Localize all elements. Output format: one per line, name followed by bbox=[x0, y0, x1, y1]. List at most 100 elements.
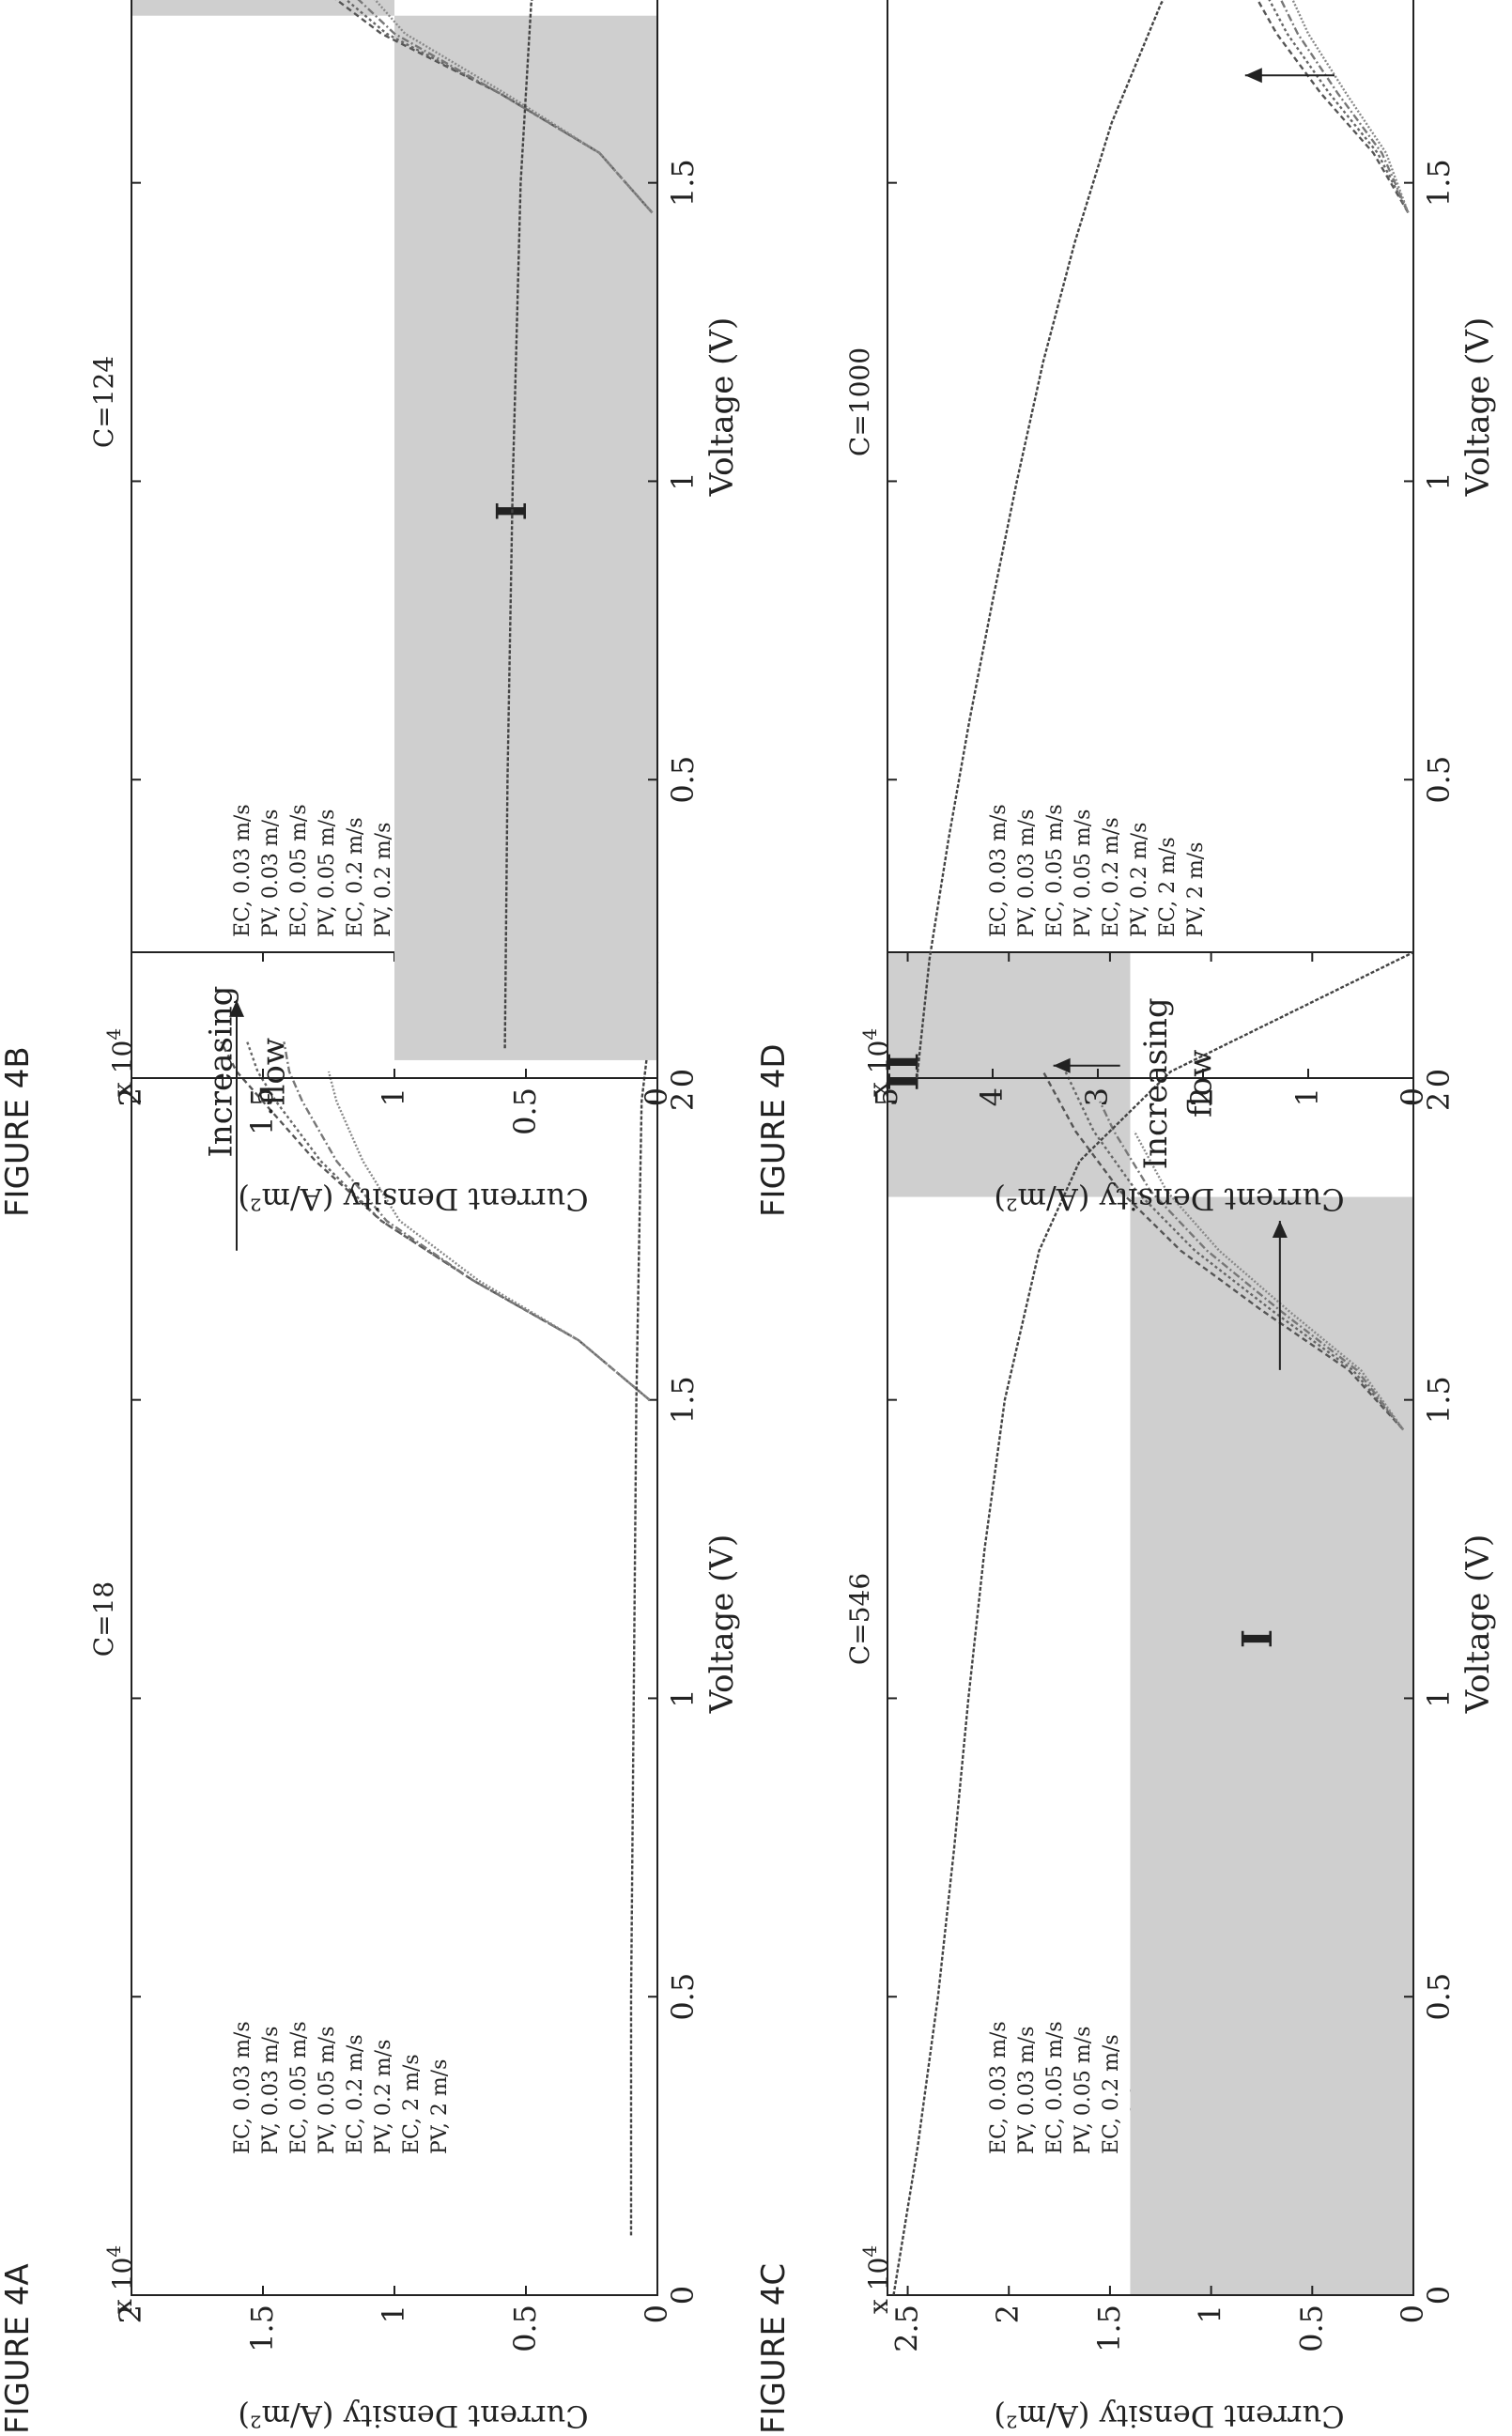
legend-entry-pv-003: PV, 0.03 m/s bbox=[1015, 809, 1039, 937]
legend-entry-pv-02: PV, 0.2 m/s bbox=[372, 2040, 395, 2154]
plot-frame bbox=[887, 951, 1414, 2296]
annotation-label: flow bbox=[1182, 1050, 1220, 1118]
arrow-head bbox=[1244, 68, 1262, 84]
legend-entry-ec-02: EC, 0.2 m/s bbox=[1100, 2034, 1123, 2154]
figure-4a-panel: FIGURE 4A C=18 Voltage (V) Current Densi… bbox=[0, 951, 741, 2434]
figure-4c-label: FIGURE 4C bbox=[755, 2263, 793, 2434]
x-tick-label: 0.5 bbox=[665, 1973, 701, 2021]
x-tick-label: 0 bbox=[665, 2286, 701, 2305]
legend-entry-ec-003: EC, 0.03 m/s bbox=[231, 2021, 255, 2154]
series-line-5 bbox=[916, 0, 1414, 1079]
arrow-head bbox=[1053, 1057, 1071, 1073]
figure-4a-label: FIGURE 4A bbox=[0, 2263, 37, 2434]
series-line-5 bbox=[892, 950, 1414, 2296]
legend-entry-pv-005: PV, 0.05 m/s bbox=[1072, 2027, 1095, 2154]
annotation-label: flow bbox=[255, 1038, 292, 1105]
y-tick-label: 3 bbox=[1079, 1087, 1115, 1106]
figure-4c-xlabel: Voltage (V) bbox=[1459, 1534, 1497, 1715]
legend-entry-pv-005: PV, 0.05 m/s bbox=[316, 2027, 339, 2154]
shaded-region-2 bbox=[887, 951, 1131, 1197]
figure-4b-title: C=124 bbox=[88, 356, 119, 448]
series-line-5 bbox=[503, 0, 658, 1049]
legend-entry-pv-2: PV, 2 m/s bbox=[428, 2059, 452, 2154]
series-line-4 bbox=[1245, 0, 1410, 213]
x-tick-label: 2 bbox=[665, 1092, 701, 1111]
series-line-1 bbox=[1196, 0, 1410, 214]
legend-entry-ec-02: EC, 0.2 m/s bbox=[344, 817, 367, 937]
arrow-head bbox=[229, 999, 244, 1017]
figure-4d-legend: EC, 0.03 m/s PV, 0.03 m/s EC, 0.05 m/s P… bbox=[987, 804, 1208, 937]
x-tick-label: 1 bbox=[1421, 471, 1457, 490]
annotation-label: Increasing bbox=[202, 986, 239, 1158]
legend-entry-pv-005: PV, 0.05 m/s bbox=[316, 809, 339, 937]
y-tick-label: 2.5 bbox=[889, 2305, 925, 2352]
figure-4a-xlabel: Voltage (V) bbox=[703, 1534, 741, 1715]
x-tick-label: 0.5 bbox=[1421, 756, 1457, 804]
figure-4c-y-multiplier: x 104 bbox=[858, 2245, 894, 2314]
x-tick-label: 0 bbox=[1421, 2286, 1457, 2305]
y-tick-label: 1.5 bbox=[1091, 2305, 1127, 2352]
figure-4c-panel: FIGURE 4C C=546 Voltage (V) Current Dens… bbox=[755, 950, 1497, 2434]
x-tick-label: 0.5 bbox=[665, 756, 701, 804]
legend-entry-ec-003: EC, 0.03 m/s bbox=[987, 2021, 1011, 2154]
figure-4c-ylabel: Current Density (A/m²) bbox=[994, 2398, 1344, 2434]
legend-entry-pv-003: PV, 0.03 m/s bbox=[259, 2027, 283, 2154]
figure-4b-y-multiplier: x 104 bbox=[102, 1028, 138, 1097]
y-tick-label: 1.5 bbox=[244, 1087, 280, 1135]
figure-4d-panel: FIGURE 4D C=1000 Voltage (V) Current Den… bbox=[755, 0, 1497, 1217]
series-line-5 bbox=[629, 981, 659, 2236]
x-tick-label: 1.5 bbox=[665, 159, 701, 207]
series-line-2 bbox=[1212, 0, 1410, 213]
series-line-3 bbox=[283, 1041, 651, 1401]
series-line-4 bbox=[327, 1071, 651, 1401]
figure-4d-xlabel: Voltage (V) bbox=[1459, 317, 1497, 498]
y-tick-label: 1 bbox=[1289, 1087, 1325, 1106]
x-tick-label: 1 bbox=[1421, 1688, 1457, 1707]
series-line-3 bbox=[1230, 0, 1410, 213]
figure-4b-xlabel: Voltage (V) bbox=[703, 317, 741, 498]
figure-4a-title: C=18 bbox=[88, 1581, 119, 1657]
y-tick-label: 1.5 bbox=[244, 2305, 280, 2352]
x-tick-label: 1.5 bbox=[665, 1376, 701, 1424]
figure-4d-y-multiplier: x 104 bbox=[858, 1028, 894, 1097]
legend-entry-ec-02: EC, 0.2 m/s bbox=[344, 2034, 367, 2154]
y-tick-label: 1 bbox=[1193, 2305, 1228, 2323]
y-tick-label: 0 bbox=[1395, 1087, 1430, 1106]
legend-entry-pv-02: PV, 0.2 m/s bbox=[1128, 823, 1151, 937]
x-tick-label: 0.5 bbox=[1421, 1973, 1457, 2021]
figure-4c-title: C=546 bbox=[844, 1573, 875, 1665]
y-tick-label: 0 bbox=[1395, 2305, 1430, 2323]
figure-4a-y-multiplier: x 104 bbox=[102, 2245, 138, 2314]
legend-entry-pv-02: PV, 0.2 m/s bbox=[372, 823, 395, 937]
series-line-3 bbox=[1099, 1101, 1405, 1431]
legend-entry-pv-005: PV, 0.05 m/s bbox=[1072, 809, 1095, 937]
legend-entry-ec-005: EC, 0.05 m/s bbox=[287, 2021, 311, 2154]
shaded-region-1 bbox=[394, 15, 657, 1060]
y-tick-label: 0 bbox=[639, 1087, 674, 1106]
legend-entry-ec-2: EC, 2 m/s bbox=[400, 2054, 424, 2154]
shaded-region-1 bbox=[1130, 1196, 1413, 2295]
region-label: I bbox=[1234, 1629, 1282, 1649]
y-tick-label: 2 bbox=[990, 2305, 1026, 2323]
y-tick-label: 0.5 bbox=[1293, 2305, 1329, 2352]
annotation-label: Increasing bbox=[1137, 997, 1175, 1169]
series-line-1 bbox=[1041, 1071, 1405, 1431]
x-tick-label: 0 bbox=[1421, 1069, 1457, 1087]
legend-entry-pv-2: PV, 2 m/s bbox=[1184, 842, 1208, 937]
figure-4a-legend: EC, 0.03 m/s PV, 0.03 m/s EC, 0.05 m/s P… bbox=[231, 2021, 452, 2154]
y-tick-label: 0.5 bbox=[507, 2305, 543, 2352]
y-tick-label: 2 bbox=[113, 2305, 148, 2323]
series-line-2 bbox=[246, 1041, 651, 1401]
y-tick-label: 1 bbox=[376, 1087, 411, 1106]
y-tick-label: 0 bbox=[639, 2305, 674, 2323]
y-tick-label: 5 bbox=[869, 1087, 904, 1106]
y-tick-label: 4 bbox=[974, 1087, 1010, 1106]
figure-4a-ylabel: Current Density (A/m²) bbox=[238, 2398, 588, 2434]
x-tick-label: 1 bbox=[665, 1688, 701, 1707]
figure-4d-plot-area: 00.511.52012345Increasingflow bbox=[869, 0, 1457, 1106]
x-tick-label: 2 bbox=[1421, 1092, 1457, 1111]
figure-4b-panel: FIGURE 4B C=124 Voltage (V) Current Dens… bbox=[0, 0, 741, 1217]
legend-entry-pv-003: PV, 0.03 m/s bbox=[1015, 2027, 1039, 2154]
arrow-head bbox=[1272, 1221, 1288, 1238]
